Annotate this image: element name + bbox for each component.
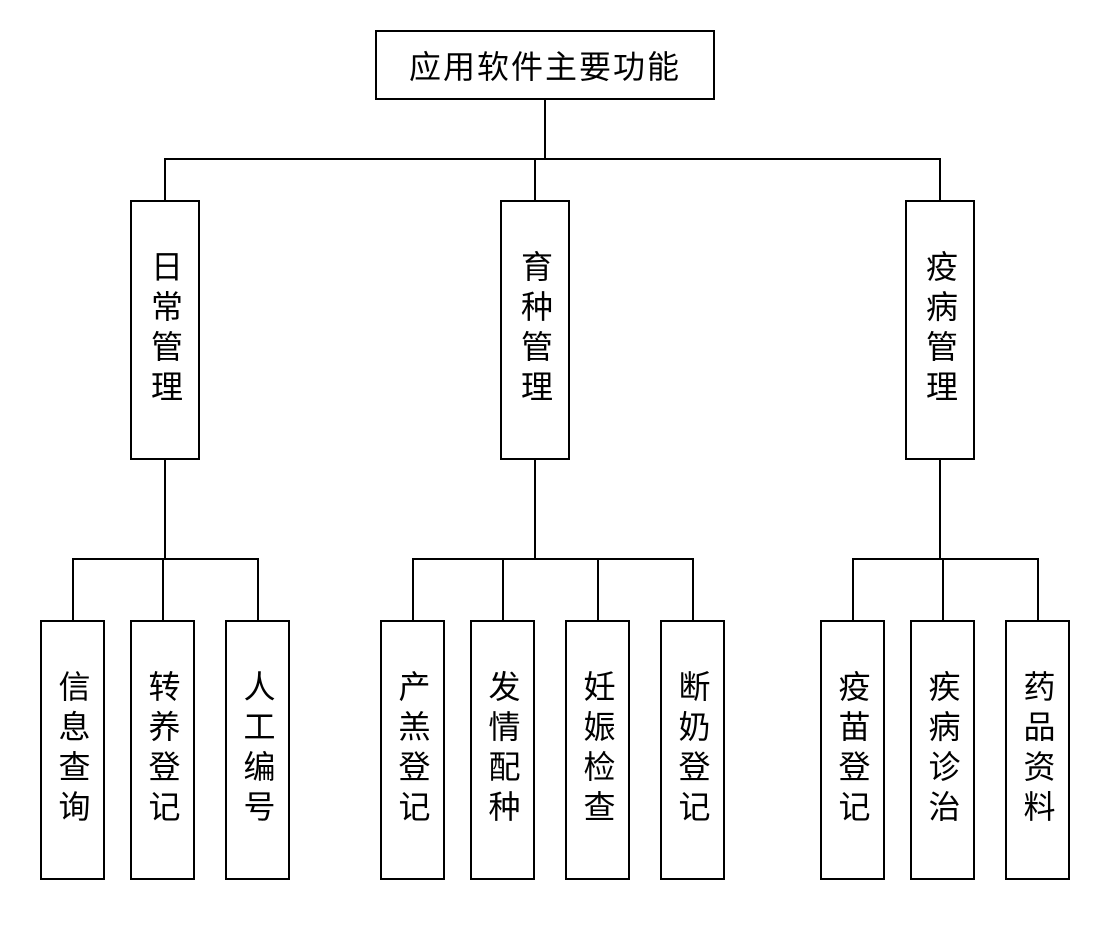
connector-line <box>692 558 694 620</box>
breeding-mgmt-label: 育种管理 <box>512 250 558 410</box>
info-query-label: 信息查询 <box>50 670 96 830</box>
vaccine-reg-box: 疫苗登记 <box>820 620 885 880</box>
daily-mgmt-box: 日常管理 <box>130 200 200 460</box>
breeding-mgmt-box: 育种管理 <box>500 200 570 460</box>
weaning-reg-box: 断奶登记 <box>660 620 725 880</box>
connector-line <box>257 558 259 620</box>
connector-line <box>942 558 944 620</box>
connector-line <box>1037 558 1039 620</box>
connector-line <box>72 558 258 560</box>
connector-line <box>939 158 941 200</box>
weaning-reg-label: 断奶登记 <box>670 670 716 830</box>
root-box: 应用软件主要功能 <box>375 30 715 100</box>
info-query-box: 信息查询 <box>40 620 105 880</box>
disease-mgmt-box: 疫病管理 <box>905 200 975 460</box>
lambing-reg-box: 产羔登记 <box>380 620 445 880</box>
diagnosis-label: 疾病诊治 <box>920 670 966 830</box>
disease-mgmt-label: 疫病管理 <box>917 250 963 410</box>
connector-line <box>164 158 940 160</box>
connector-line <box>162 558 164 620</box>
connector-line <box>534 158 536 200</box>
manual-number-box: 人工编号 <box>225 620 290 880</box>
connector-line <box>939 460 941 560</box>
pregnancy-check-label: 妊娠检查 <box>575 670 621 830</box>
connector-line <box>852 558 854 620</box>
manual-number-label: 人工编号 <box>235 670 281 830</box>
transfer-reg-box: 转养登记 <box>130 620 195 880</box>
pregnancy-check-box: 妊娠检查 <box>565 620 630 880</box>
connector-line <box>412 558 414 620</box>
connector-line <box>852 558 1038 560</box>
estrus-breed-label: 发情配种 <box>480 670 526 830</box>
connector-line <box>72 558 74 620</box>
transfer-reg-label: 转养登记 <box>140 670 186 830</box>
estrus-breed-box: 发情配种 <box>470 620 535 880</box>
connector-line <box>544 100 546 160</box>
root-label: 应用软件主要功能 <box>409 42 681 88</box>
connector-line <box>164 460 166 560</box>
connector-line <box>502 558 504 620</box>
daily-mgmt-label: 日常管理 <box>142 250 188 410</box>
lambing-reg-label: 产羔登记 <box>390 670 436 830</box>
connector-line <box>534 460 536 560</box>
vaccine-reg-label: 疫苗登记 <box>830 670 876 830</box>
diagnosis-box: 疾病诊治 <box>910 620 975 880</box>
medicine-info-label: 药品资料 <box>1015 670 1061 830</box>
medicine-info-box: 药品资料 <box>1005 620 1070 880</box>
connector-line <box>597 558 599 620</box>
connector-line <box>412 558 693 560</box>
connector-line <box>164 158 166 200</box>
